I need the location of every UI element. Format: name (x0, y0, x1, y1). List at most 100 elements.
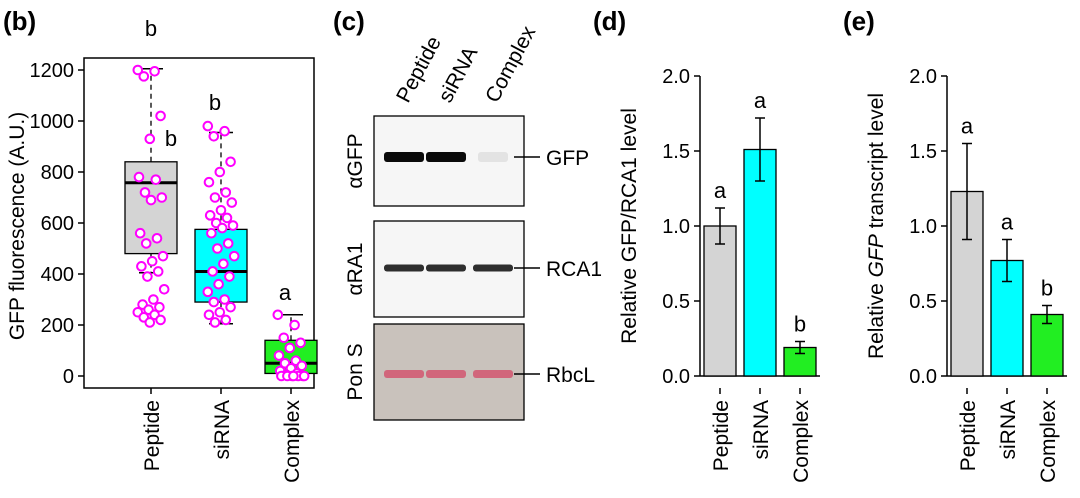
lane-label: siRNA (434, 43, 482, 106)
data-point (221, 212, 233, 224)
data-point (144, 317, 156, 328)
blot-row-rca1: RCA1 αRA1 (344, 220, 602, 318)
data-point (296, 360, 308, 372)
blot-band (473, 264, 513, 272)
data-point (139, 187, 151, 198)
box-sirna (194, 120, 248, 328)
y-tick-label: 2.0 (909, 66, 937, 88)
western-blot: PeptidesiRNAComplexGFPαGFPRCA1αRA1RbcLPo… (344, 22, 602, 421)
data-point (288, 370, 299, 382)
data-point (214, 306, 226, 318)
blot-band (384, 370, 424, 378)
blot-band (426, 370, 466, 378)
data-point (146, 255, 158, 267)
y-axis-label: Relative GFP transcript level (865, 93, 888, 359)
data-point (144, 133, 156, 145)
data-point (224, 271, 235, 282)
x-tick-label: Complex (281, 400, 304, 483)
significance-letter: b (1041, 276, 1053, 301)
y-tick-label: 0.0 (662, 366, 690, 388)
data-point (134, 227, 146, 239)
data-point (204, 210, 216, 221)
y-tick-label: 1.5 (662, 141, 690, 163)
data-point (228, 250, 240, 262)
data-point (273, 350, 285, 361)
data-point (148, 294, 159, 305)
y-tick-label: 1.5 (909, 141, 937, 163)
significance-letter: a (279, 280, 292, 305)
data-point (214, 166, 226, 178)
data-point (227, 220, 239, 231)
y-tick-label: 1.0 (662, 216, 690, 238)
y-axis-label-post: transcript level (865, 93, 888, 234)
data-point (209, 192, 221, 203)
data-point (212, 243, 223, 254)
blot-band (426, 264, 466, 272)
panel-label-d: (d) (593, 6, 626, 36)
data-point (132, 64, 144, 76)
y-axis-label: Relative GFP/RCA1 level (618, 108, 641, 344)
data-point (206, 227, 217, 239)
data-point (157, 250, 169, 262)
data-point (209, 317, 221, 328)
x-tick-label: Complex (790, 400, 813, 483)
band-label: GFP (546, 147, 589, 170)
data-point (220, 314, 232, 326)
row-side-label: Pon S (344, 343, 367, 400)
y-tick-label: 400 (41, 264, 74, 286)
x-tick-label: siRNA (750, 400, 773, 460)
panel-label-c: (c) (333, 6, 365, 36)
blot-band (426, 152, 466, 162)
box-peptide (124, 64, 178, 328)
data-point (272, 309, 284, 321)
data-point (208, 131, 220, 142)
x-tick-label: Peptide (141, 400, 164, 471)
significance-letter: a (961, 114, 974, 139)
data-point (289, 319, 300, 331)
y-tick-label: 2.0 (662, 66, 690, 88)
blot-band (384, 264, 424, 272)
data-point (202, 120, 214, 132)
data-point (207, 266, 218, 277)
data-point (155, 314, 166, 326)
blot-band (473, 370, 513, 378)
row-side-label: αRA1 (344, 243, 367, 296)
significance-letter: a (714, 178, 727, 203)
data-point (220, 187, 232, 198)
bar-peptide (703, 225, 737, 377)
y-tick-label: 0.5 (909, 291, 937, 313)
data-point (145, 194, 157, 206)
x-tick-label: Peptide (710, 400, 733, 471)
blot-row-rbcl: RbcL Pon S (344, 323, 595, 421)
data-point (219, 294, 230, 305)
data-point (219, 125, 230, 137)
y-axis-label: GFP fluorescence (A.U.) (6, 112, 29, 340)
y-tick-label: 1200 (30, 60, 75, 82)
box-complex (264, 309, 318, 382)
data-point (215, 204, 227, 216)
data-point (222, 238, 234, 249)
significance-letter: a (754, 88, 767, 113)
y-tick-label: 0.5 (662, 291, 690, 313)
data-point (295, 337, 306, 349)
data-point (140, 238, 152, 249)
blot-band (478, 152, 508, 162)
significance-letter: b (145, 16, 157, 41)
data-point (225, 301, 236, 313)
data-point (208, 296, 220, 308)
y-tick-label: 200 (41, 315, 74, 337)
data-point (298, 370, 310, 382)
data-point (213, 278, 224, 290)
blot-row-gfp: GFP αGFP (344, 115, 589, 207)
x-tick-label: siRNA (211, 400, 234, 460)
data-point (226, 197, 238, 208)
data-point (152, 266, 164, 277)
panel-label-b: (b) (3, 6, 36, 36)
data-point (138, 71, 150, 82)
data-point (136, 261, 147, 272)
data-point (142, 271, 153, 282)
bar-sirna (743, 148, 777, 377)
y-axis-label-italic: GFP (865, 234, 888, 277)
data-point (218, 258, 229, 270)
